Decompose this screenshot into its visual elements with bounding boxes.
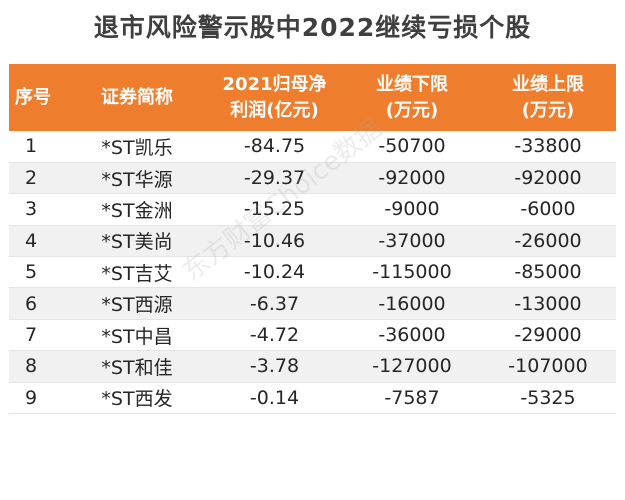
- header-lower: 业绩下限 (万元): [376, 73, 448, 121]
- cell-upper: -107000: [480, 350, 616, 383]
- cell-index: 1: [9, 131, 69, 163]
- cell-index: 5: [9, 256, 69, 289]
- cell-profit: -4.72: [205, 319, 344, 352]
- cell-profit: -10.46: [205, 225, 344, 258]
- cell-index: 2: [9, 162, 69, 195]
- cell-index: 4: [9, 225, 69, 258]
- cell-lower: -16000: [344, 287, 480, 320]
- table-row: 6 *ST西源 -6.37 -16000 -13000: [9, 287, 616, 320]
- cell-profit: -6.37: [205, 287, 344, 320]
- table-row: 8 *ST和佳 -3.78 -127000 -107000: [9, 350, 616, 383]
- page-title: 退市风险警示股中2022继续亏损个股: [93, 13, 532, 42]
- cell-profit: -29.37: [205, 162, 344, 195]
- cell-index: 9: [9, 382, 69, 415]
- cell-upper: -92000: [480, 162, 616, 195]
- header-row: 序号 证券简称 2021归母净 利润(亿元) 业绩下限 (万元) 业绩上限 (万元): [9, 64, 616, 131]
- cell-upper: -29000: [480, 319, 616, 352]
- cell-profit: -15.25: [205, 193, 344, 226]
- cell-lower: -7587: [344, 382, 480, 415]
- cell-name: *ST和佳: [69, 350, 205, 383]
- table-row: 1 *ST凯乐 -84.75 -50700 -33800: [9, 131, 616, 163]
- cell-upper: -6000: [480, 193, 616, 226]
- cell-lower: -92000: [344, 162, 480, 195]
- cell-name: *ST西源: [69, 287, 205, 320]
- cell-lower: -37000: [344, 225, 480, 258]
- cell-name: *ST西发: [69, 382, 205, 415]
- cell-name: *ST华源: [69, 162, 205, 195]
- cell-lower: -9000: [344, 193, 480, 226]
- cell-name: *ST凯乐: [69, 131, 205, 163]
- cell-upper: -26000: [480, 225, 616, 258]
- cell-profit: -0.14: [205, 382, 344, 415]
- cell-profit: -84.75: [205, 131, 344, 163]
- cell-profit: -10.24: [205, 256, 344, 289]
- table-row: 9 *ST西发 -0.14 -7587 -5325: [9, 382, 616, 415]
- cell-upper: -13000: [480, 287, 616, 320]
- cell-index: 8: [9, 350, 69, 383]
- cell-name: *ST美尚: [69, 225, 205, 258]
- cell-upper: -85000: [480, 256, 616, 289]
- header-name: 证券简称: [101, 86, 173, 108]
- cell-profit: -3.78: [205, 350, 344, 383]
- cell-index: 7: [9, 319, 69, 352]
- table-row: 2 *ST华源 -29.37 -92000 -92000: [9, 162, 616, 195]
- header-profit: 2021归母净 利润(亿元): [222, 73, 327, 121]
- cell-upper: -5325: [480, 382, 616, 415]
- header-upper: 业绩上限 (万元): [512, 73, 584, 121]
- table-row: 4 *ST美尚 -10.46 -37000 -26000: [9, 225, 616, 258]
- cell-index: 6: [9, 287, 69, 320]
- cell-lower: -127000: [344, 350, 480, 383]
- cell-lower: -50700: [344, 131, 480, 163]
- table-row: 3 *ST金洲 -15.25 -9000 -6000: [9, 193, 616, 226]
- cell-upper: -33800: [480, 131, 616, 163]
- data-table: 序号 证券简称 2021归母净 利润(亿元) 业绩下限 (万元) 业绩上限 (万元) …: [9, 64, 616, 415]
- table-row: 7 *ST中昌 -4.72 -36000 -29000: [9, 319, 616, 352]
- cell-lower: -115000: [344, 256, 480, 289]
- table-row: 5 *ST吉艾 -10.24 -115000 -85000: [9, 256, 616, 289]
- table-body: 1 *ST凯乐 -84.75 -50700 -33800 2 *ST华源 -29.37 -920…: [9, 131, 616, 415]
- cell-name: *ST吉艾: [69, 256, 205, 289]
- cell-index: 3: [9, 193, 69, 226]
- table-header: 序号 证券简称 2021归母净 利润(亿元) 业绩下限 (万元) 业绩上限 (万元): [9, 64, 616, 131]
- cell-name: *ST中昌: [69, 319, 205, 352]
- header-index: 序号: [15, 86, 51, 108]
- cell-name: *ST金洲: [69, 193, 205, 226]
- cell-lower: -36000: [344, 319, 480, 352]
